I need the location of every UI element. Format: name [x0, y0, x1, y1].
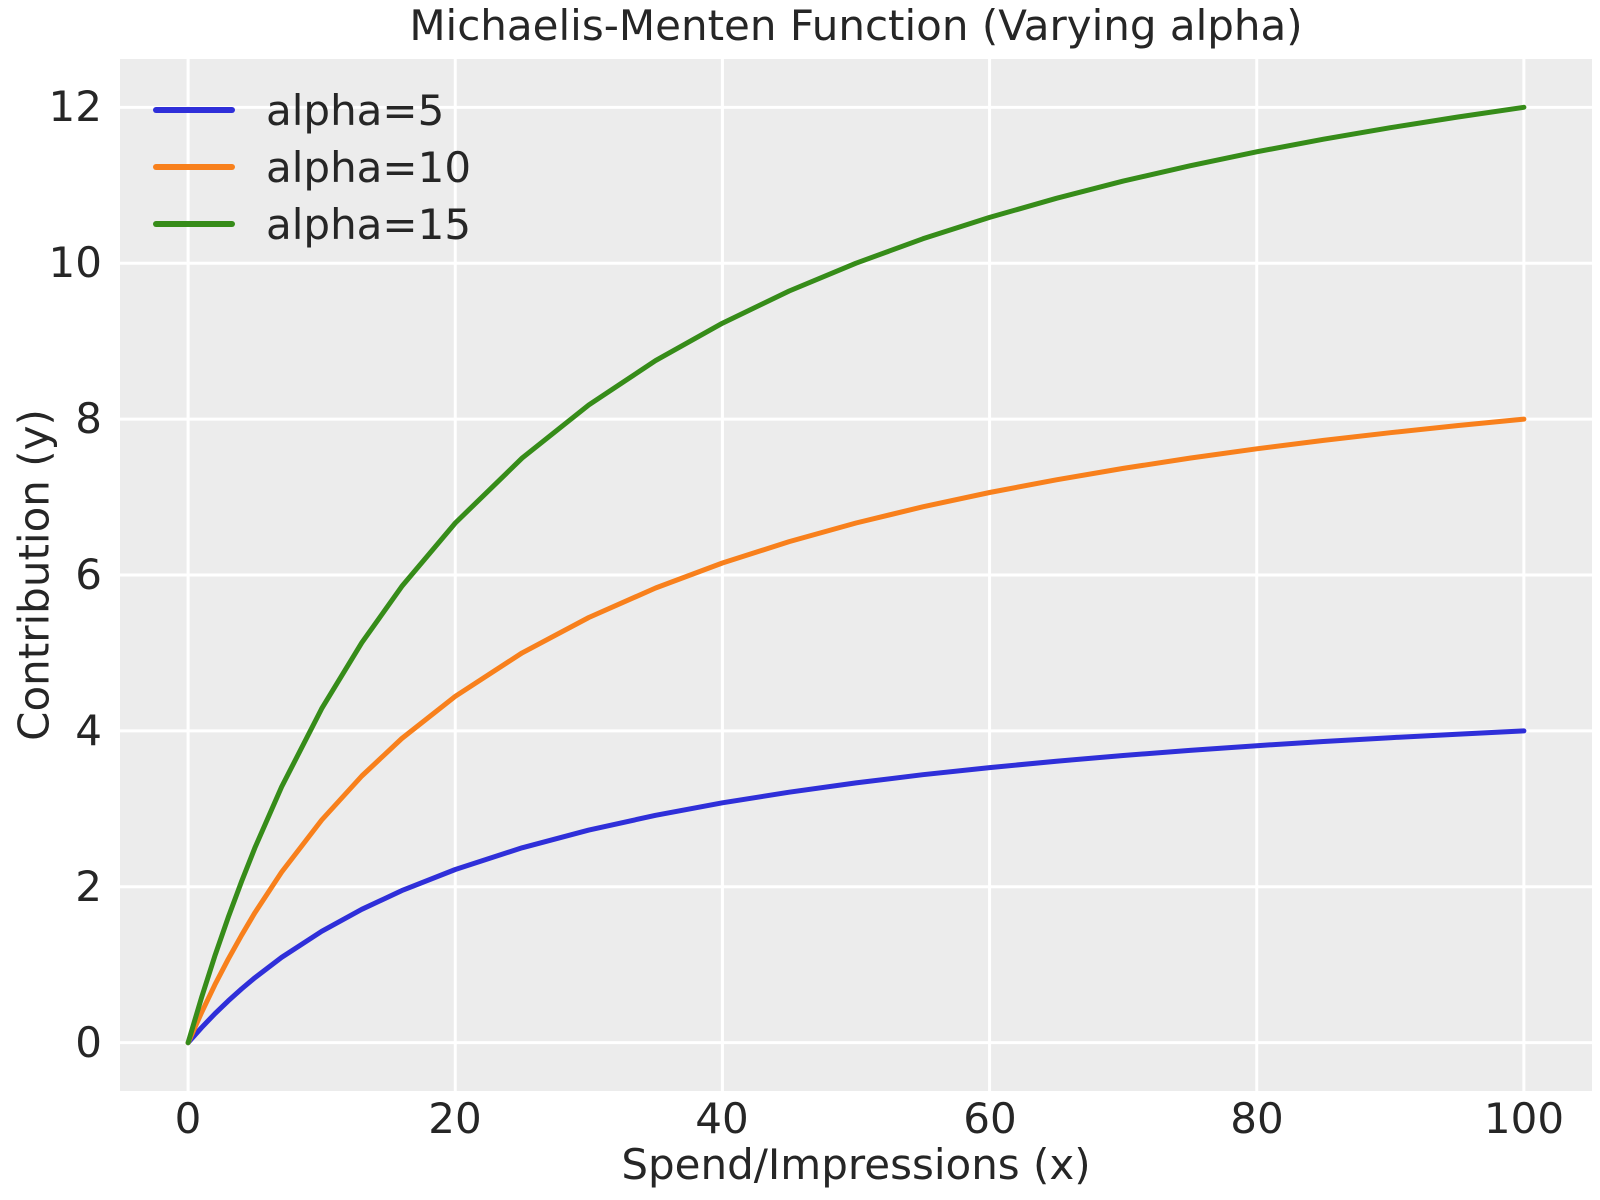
- y-tick-label: 12: [48, 82, 102, 131]
- series-line-alpha-5: [185, 728, 1527, 1046]
- legend-row-alpha-5: alpha=5: [153, 84, 444, 136]
- series-line-alpha-10: [185, 416, 1527, 1046]
- chart-canvas: [120, 59, 1592, 1091]
- y-axis-label: Contribution (y): [9, 409, 59, 741]
- y-tick-label: 0: [75, 1018, 102, 1067]
- y-tick-label: 2: [75, 862, 102, 911]
- legend-label: alpha=10: [266, 142, 472, 192]
- y-tick-label: 10: [48, 238, 102, 287]
- legend-row-alpha-15: alpha=15: [153, 198, 471, 250]
- y-tick-label: 6: [75, 550, 102, 599]
- chart-title: Michaelis-Menten Function (Varying alpha…: [409, 1, 1303, 50]
- y-tick-label: 4: [75, 706, 102, 755]
- x-tick-label: 80: [1230, 1094, 1284, 1143]
- legend-label: alpha=5: [266, 85, 445, 135]
- x-tick-label: 60: [963, 1094, 1017, 1143]
- series-line-alpha-15: [185, 104, 1527, 1046]
- x-tick-label: 40: [695, 1094, 749, 1143]
- legend: alpha=5 alpha=10 alpha=15: [120, 59, 570, 319]
- y-tick-label: 8: [75, 394, 102, 443]
- legend-line-icon: [153, 221, 235, 227]
- legend-line-icon: [153, 164, 235, 170]
- legend-line-icon: [153, 107, 235, 113]
- legend-row-alpha-10: alpha=10: [153, 141, 471, 193]
- plot-area: alpha=5 alpha=10 alpha=15: [120, 59, 1592, 1091]
- x-tick-label: 20: [428, 1094, 482, 1143]
- legend-label: alpha=15: [266, 199, 472, 249]
- x-axis-label: Spend/Impressions (x): [621, 1140, 1091, 1189]
- x-tick-label: 100: [1483, 1094, 1565, 1143]
- x-tick-label: 0: [174, 1094, 202, 1143]
